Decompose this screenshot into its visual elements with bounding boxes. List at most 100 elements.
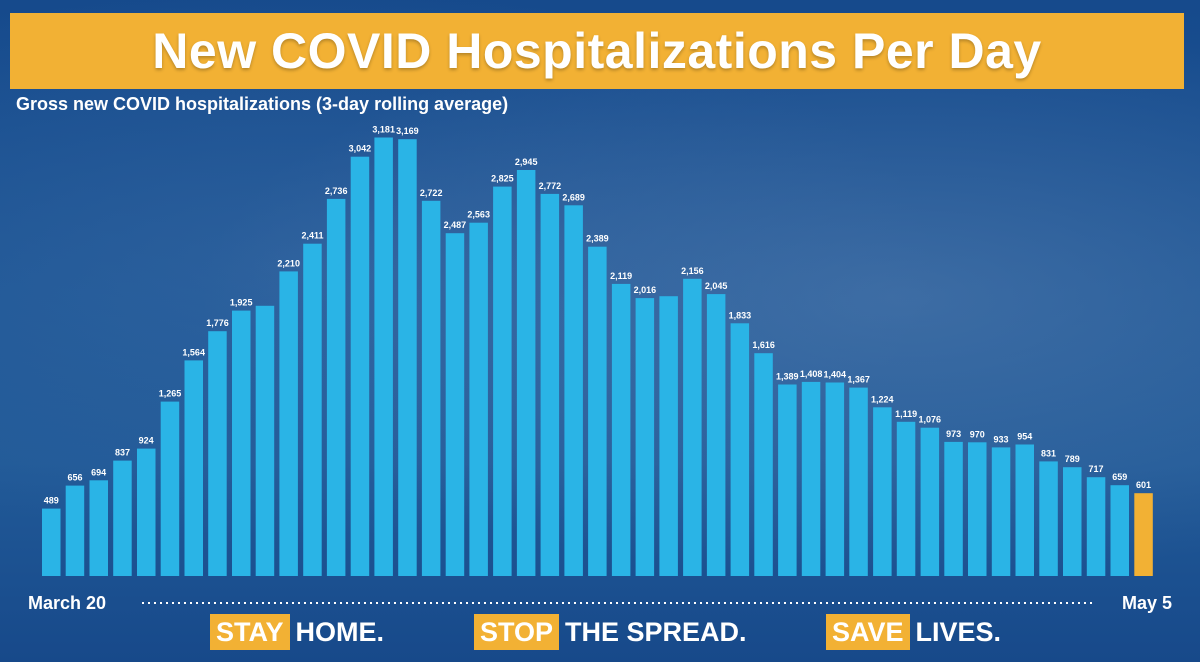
bar xyxy=(849,387,868,576)
bar xyxy=(137,448,156,576)
bar xyxy=(683,278,702,576)
bar xyxy=(873,407,892,576)
data-label: 2,722 xyxy=(420,188,443,198)
bar xyxy=(659,296,678,576)
bar xyxy=(1039,461,1058,576)
data-label: 933 xyxy=(993,434,1008,444)
bar xyxy=(706,294,726,576)
bar xyxy=(611,283,631,576)
bar xyxy=(208,331,227,576)
data-label: 1,224 xyxy=(871,394,894,404)
data-label: 1,076 xyxy=(919,415,942,425)
bar xyxy=(89,480,108,576)
bar xyxy=(564,205,583,577)
data-label: 1,389 xyxy=(776,372,799,382)
slogan-save-lives: SAVE LIVES. xyxy=(826,614,1001,650)
data-label: 717 xyxy=(1088,464,1103,474)
data-label: 2,772 xyxy=(539,181,562,191)
bar xyxy=(1063,467,1082,576)
bar xyxy=(944,441,963,576)
bar-latest xyxy=(1134,493,1153,576)
data-label: 2,487 xyxy=(444,220,467,230)
chart-subtitle: Gross new COVID hospitalizations (3-day … xyxy=(16,94,509,114)
data-label: 831 xyxy=(1041,448,1056,458)
bar xyxy=(303,243,322,576)
data-label: 2,210 xyxy=(277,258,300,268)
data-label: 1,564 xyxy=(182,347,205,357)
slogan-highlight: STAY xyxy=(210,614,290,650)
data-label: 2,689 xyxy=(562,192,585,202)
slogan-highlight: STOP xyxy=(474,614,560,650)
bar xyxy=(421,200,441,577)
bar xyxy=(160,401,180,576)
slogan-text: LIVES. xyxy=(915,616,1002,647)
data-label: 970 xyxy=(970,429,985,439)
data-label: 1,616 xyxy=(752,340,775,350)
data-label: 924 xyxy=(139,436,154,446)
data-label: 789 xyxy=(1065,454,1080,464)
data-label: 2,736 xyxy=(325,186,348,196)
bar xyxy=(588,246,607,576)
bar xyxy=(184,360,203,576)
bar xyxy=(398,139,417,576)
bar xyxy=(1015,444,1034,576)
slogan-text: HOME. xyxy=(295,616,385,647)
data-label: 973 xyxy=(946,429,961,439)
data-label: 3,181 xyxy=(372,125,395,135)
slogan-row: STAY HOME. STOP THE SPREAD. SAVE LIVES. xyxy=(0,614,1200,654)
bar xyxy=(778,384,797,576)
bar xyxy=(968,442,987,576)
data-label: 1,367 xyxy=(847,375,870,385)
data-label: 2,119 xyxy=(610,271,632,281)
bar xyxy=(374,137,393,576)
data-label: 2,389 xyxy=(586,234,609,244)
slogan-text: THE SPREAD. xyxy=(565,616,747,647)
bar xyxy=(1086,477,1106,576)
x-axis-end-label: May 5 xyxy=(1122,593,1172,613)
data-label: 1,119 xyxy=(895,409,917,419)
data-label: 489 xyxy=(44,496,59,506)
data-label: 2,045 xyxy=(705,281,728,291)
bar xyxy=(445,233,465,576)
bar xyxy=(1110,485,1129,576)
data-label: 2,411 xyxy=(301,231,323,241)
data-label: 2,945 xyxy=(515,157,538,167)
bar xyxy=(469,222,488,576)
bar xyxy=(232,310,251,576)
data-label: 1,404 xyxy=(824,370,847,380)
slogan-stay-home: STAY HOME. xyxy=(210,614,384,650)
data-label: 601 xyxy=(1136,480,1151,490)
data-label: 1,408 xyxy=(800,369,823,379)
data-label: 2,563 xyxy=(467,210,490,220)
bar xyxy=(920,427,940,576)
bar xyxy=(896,421,916,576)
data-label: 694 xyxy=(91,467,106,477)
data-label: 659 xyxy=(1112,472,1127,482)
slogan-stop-spread: STOP THE SPREAD. xyxy=(474,614,747,650)
bar xyxy=(65,485,85,576)
data-label: 837 xyxy=(115,448,130,458)
bar xyxy=(754,353,773,576)
bar xyxy=(516,170,536,576)
bar xyxy=(991,447,1011,576)
data-label: 1,776 xyxy=(206,318,229,328)
bar xyxy=(801,381,821,576)
bar xyxy=(825,382,845,576)
slogan-highlight: SAVE xyxy=(826,614,910,650)
bar xyxy=(493,186,512,576)
data-label: 2,156 xyxy=(681,266,704,276)
bar xyxy=(635,298,655,576)
data-label: 1,925 xyxy=(230,298,253,308)
data-label: 2,825 xyxy=(491,174,514,184)
x-axis-start-label: March 20 xyxy=(28,593,106,613)
data-label: 1,265 xyxy=(159,389,182,399)
data-label: 1,833 xyxy=(729,310,752,320)
bar xyxy=(279,271,298,576)
title-banner: New COVID Hospitalizations Per Day xyxy=(10,13,1184,89)
data-label: 954 xyxy=(1017,432,1032,442)
bar xyxy=(255,305,275,576)
data-label: 3,169 xyxy=(396,126,419,136)
chart-title: New COVID Hospitalizations Per Day xyxy=(152,23,1042,79)
